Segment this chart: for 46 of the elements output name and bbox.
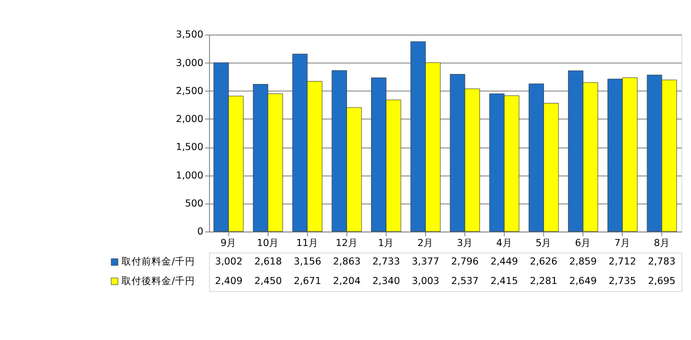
data-label: 2,281 bbox=[530, 276, 558, 287]
legend-label: 取付後料金/千円 bbox=[122, 274, 195, 287]
data-label: 3,156 bbox=[294, 256, 322, 268]
y-tick-label: 500 bbox=[185, 198, 204, 210]
data-label: 2,863 bbox=[333, 256, 361, 268]
data-label: 2,618 bbox=[254, 256, 282, 268]
data-label: 2,450 bbox=[254, 276, 282, 287]
data-label: 2,783 bbox=[648, 256, 676, 268]
data-label: 2,537 bbox=[451, 276, 479, 287]
data-label: 2,340 bbox=[372, 276, 400, 287]
y-tick-label: 2,500 bbox=[176, 86, 204, 97]
x-tick-label: 4月 bbox=[496, 238, 512, 249]
y-tick-label: 1,000 bbox=[176, 170, 204, 182]
y-tick-label: 2,000 bbox=[176, 114, 204, 126]
x-tick-label: 12月 bbox=[336, 238, 358, 249]
data-label: 2,733 bbox=[372, 256, 400, 268]
data-label: 3,003 bbox=[412, 276, 440, 287]
data-label: 2,415 bbox=[490, 276, 518, 287]
x-tick-label: 8月 bbox=[654, 238, 670, 249]
data-label: 2,735 bbox=[608, 276, 636, 287]
x-tick-label: 7月 bbox=[614, 238, 631, 249]
x-tick-label: 5月 bbox=[536, 238, 552, 249]
x-tick-label: 9月 bbox=[220, 238, 237, 249]
y-tick-label: 3,000 bbox=[176, 58, 204, 69]
data-label: 3,377 bbox=[412, 256, 440, 268]
x-tick-label: 10月 bbox=[256, 238, 280, 249]
x-tick-label: 3月 bbox=[456, 238, 473, 249]
data-label: 2,796 bbox=[451, 256, 479, 268]
data-label: 2,695 bbox=[648, 276, 676, 287]
data-label: 2,859 bbox=[569, 256, 597, 268]
data-label: 2,626 bbox=[530, 256, 558, 268]
data-label: 2,649 bbox=[569, 276, 597, 287]
data-label: 2,204 bbox=[333, 276, 361, 287]
data-label: 3,002 bbox=[214, 256, 242, 268]
data-label: 2,449 bbox=[490, 256, 518, 268]
x-tick-label: 11月 bbox=[296, 238, 318, 249]
data-label: 2,712 bbox=[608, 256, 636, 268]
y-tick-label: 0 bbox=[197, 226, 204, 238]
x-tick-label: 6月 bbox=[575, 238, 592, 249]
x-tick-label: 1月 bbox=[378, 238, 394, 249]
data-label: 2,671 bbox=[294, 276, 322, 287]
data-label: 2,409 bbox=[214, 276, 242, 287]
x-tick-label: 2月 bbox=[417, 238, 434, 249]
y-tick-label: 1,500 bbox=[176, 142, 204, 154]
y-tick-label: 3,500 bbox=[176, 30, 204, 41]
legend-label: 取付前料金/千円 bbox=[122, 256, 195, 268]
